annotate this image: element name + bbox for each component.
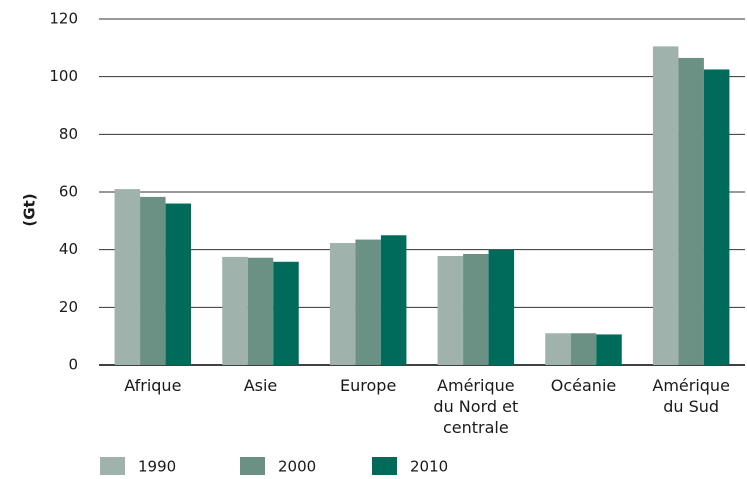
bar	[570, 333, 597, 365]
legend-swatch	[372, 457, 397, 475]
bar	[114, 189, 141, 365]
y-tick-label: 100	[49, 67, 78, 85]
bar	[165, 203, 192, 365]
bar	[273, 261, 299, 365]
bar	[463, 253, 489, 365]
legend-label: 2000	[278, 458, 316, 476]
legend-swatch	[100, 457, 125, 475]
bar	[488, 249, 515, 365]
y-axis-label: (Gt)	[21, 193, 39, 226]
y-tick-label: 20	[59, 298, 78, 316]
x-tick-label: Afrique	[124, 376, 182, 395]
x-tick-label: Europe	[340, 376, 397, 395]
y-tick-label: 120	[49, 10, 78, 28]
bar	[222, 256, 248, 365]
bar	[545, 333, 571, 365]
bar	[355, 239, 381, 365]
bar	[703, 69, 730, 365]
bar	[140, 196, 166, 365]
bar	[596, 334, 622, 365]
bar	[437, 256, 464, 365]
x-tick-label: Asie	[243, 376, 278, 395]
x-tick-label: Amérique du Nord et centrale	[433, 376, 519, 437]
bar	[380, 235, 407, 365]
bar	[678, 57, 704, 366]
legend-label: 2010	[410, 458, 448, 476]
legend-label: 1990	[138, 458, 176, 476]
bar	[329, 243, 356, 365]
legend-swatch	[240, 457, 265, 475]
bar	[652, 46, 679, 366]
y-tick-label: 60	[59, 183, 78, 201]
y-tick-label: 0	[68, 356, 78, 374]
x-tick-label: Amérique du Sud	[652, 376, 730, 416]
y-tick-label: 40	[59, 240, 78, 258]
x-tick-label: Océanie	[550, 376, 617, 395]
y-tick-label: 80	[59, 125, 78, 143]
bar	[247, 257, 274, 365]
